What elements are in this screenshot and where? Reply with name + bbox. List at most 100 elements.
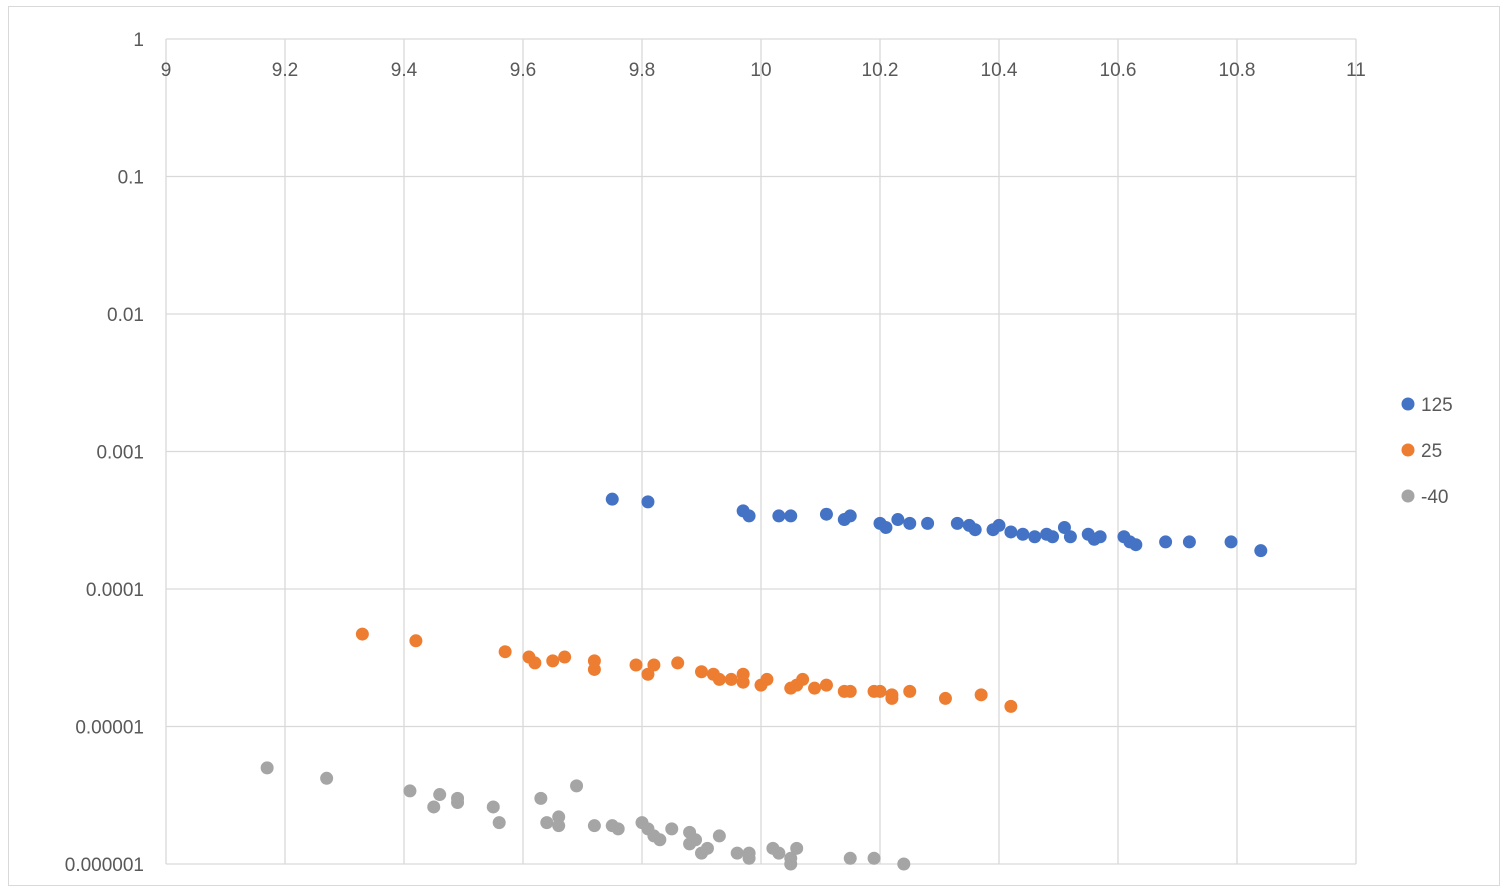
x-tick-label: 9.4	[391, 60, 418, 81]
x-axis-tick-labels: 9 9.2 9.4 9.6 9.8 10 10.2 10.4 10.6 10.8 11	[161, 60, 1366, 81]
data-point	[1028, 530, 1042, 544]
data-point	[992, 518, 1006, 532]
x-tick-label: 11	[1346, 60, 1366, 81]
data-point	[1159, 535, 1173, 549]
data-point	[724, 672, 738, 686]
data-point	[1224, 535, 1238, 549]
data-point	[671, 656, 685, 670]
data-point	[784, 857, 798, 871]
legend-label: -40	[1421, 487, 1448, 508]
data-point	[647, 658, 661, 672]
legend-entry: -40	[1401, 487, 1448, 508]
data-point	[903, 516, 917, 530]
x-tick-label: 9.2	[272, 60, 298, 81]
data-point	[355, 627, 369, 641]
data-point	[736, 675, 750, 689]
data-point	[1182, 535, 1196, 549]
data-point	[629, 658, 643, 672]
legend: 125 25 -40	[1401, 395, 1453, 508]
y-tick-label: 1	[133, 30, 144, 51]
data-point	[885, 688, 899, 702]
y-tick-label: 0.000001	[65, 855, 144, 876]
data-point	[451, 796, 465, 810]
data-point	[897, 857, 911, 871]
data-point	[1004, 525, 1018, 539]
legend-marker	[1401, 397, 1415, 411]
legend-entry: 125	[1401, 395, 1453, 416]
y-tick-label: 0.001	[96, 443, 144, 464]
data-point	[695, 665, 708, 679]
data-points	[260, 492, 1268, 871]
data-point	[486, 800, 500, 814]
data-point	[570, 779, 584, 793]
data-point	[974, 688, 988, 702]
x-tick-label: 10.2	[862, 60, 899, 81]
x-tick-label: 10.8	[1219, 60, 1256, 81]
chart-area: 9 9.2 9.4 9.6 9.8 10 10.2 10.4 10.6 10.8 11 1 0.1 0.…	[8, 6, 1500, 886]
data-point	[492, 816, 506, 830]
data-point	[1004, 699, 1018, 713]
data-point	[409, 634, 423, 648]
gridlines	[165, 38, 1357, 865]
data-point	[843, 509, 857, 523]
data-point	[611, 822, 625, 836]
data-point	[498, 645, 512, 659]
y-tick-label: 0.0001	[86, 580, 144, 601]
data-point	[784, 509, 798, 523]
data-point	[689, 833, 703, 847]
data-point	[742, 846, 756, 860]
data-point	[528, 656, 542, 670]
data-point	[320, 771, 334, 785]
data-point	[819, 507, 833, 521]
legend-marker	[1401, 443, 1415, 457]
data-point	[950, 516, 964, 530]
legend-label: 25	[1421, 441, 1442, 462]
data-point	[879, 521, 893, 535]
data-point	[808, 681, 822, 695]
data-point	[1063, 530, 1077, 544]
data-point	[1093, 530, 1107, 544]
x-tick-label: 9	[161, 60, 172, 81]
data-point	[587, 819, 601, 833]
data-point	[641, 495, 655, 509]
data-point	[700, 841, 714, 855]
data-point	[891, 513, 905, 527]
y-tick-label: 0.1	[118, 168, 144, 189]
data-point	[730, 846, 744, 860]
data-point	[540, 816, 554, 830]
data-point	[772, 846, 786, 860]
data-point	[653, 833, 667, 847]
data-point	[534, 791, 548, 805]
data-point	[742, 509, 756, 523]
data-point	[843, 851, 857, 865]
data-point	[873, 684, 887, 698]
data-point	[968, 523, 982, 537]
data-point	[796, 672, 810, 686]
series-25	[355, 627, 1018, 713]
data-point	[1254, 544, 1268, 558]
data-point	[587, 662, 601, 676]
y-tick-label: 0.00001	[75, 718, 144, 739]
data-point	[1057, 521, 1071, 535]
data-point	[843, 684, 857, 698]
x-tick-label: 9.8	[629, 60, 655, 81]
data-point	[1129, 538, 1143, 552]
data-point	[790, 841, 804, 855]
y-tick-label: 0.01	[107, 305, 144, 326]
x-tick-label: 10	[750, 60, 771, 81]
data-point	[760, 672, 774, 686]
data-point	[552, 819, 566, 833]
data-point	[938, 691, 952, 705]
legend-entry: 25	[1401, 441, 1442, 462]
legend-label: 125	[1421, 395, 1453, 416]
x-tick-label: 9.6	[510, 60, 536, 81]
data-point	[433, 788, 447, 802]
data-point	[665, 822, 679, 836]
x-tick-label: 10.6	[1100, 60, 1137, 81]
legend-marker	[1401, 489, 1415, 503]
data-point	[260, 761, 274, 775]
data-point	[1016, 527, 1030, 541]
data-point	[867, 851, 881, 865]
data-point	[1046, 530, 1060, 544]
data-point	[712, 829, 726, 843]
